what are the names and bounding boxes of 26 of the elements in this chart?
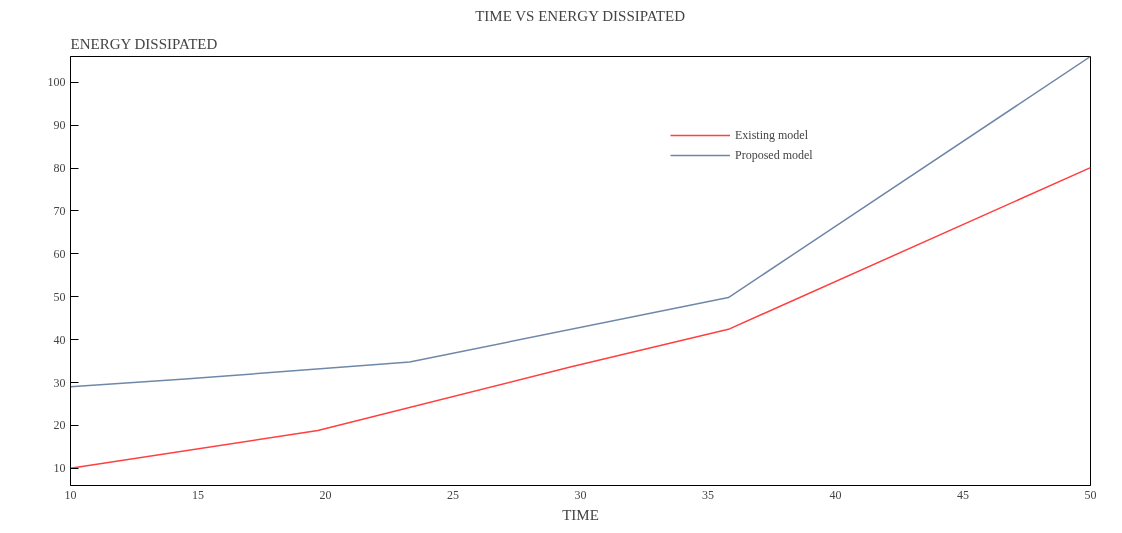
y-tick-label: 50 — [53, 289, 66, 304]
x-tick-label: 50 — [1084, 487, 1097, 502]
y-tick-label: 60 — [53, 246, 66, 261]
y-tick-label: 30 — [53, 375, 66, 390]
line-series — [70, 56, 1091, 388]
y-tick-label: 10 — [53, 461, 66, 476]
y-tick-label: 20 — [53, 418, 66, 433]
y-tick-label: 40 — [53, 332, 66, 347]
legend-label: Existing model — [735, 127, 808, 143]
x-axis-title: TIME — [562, 506, 599, 523]
y-tick-label: 70 — [53, 203, 66, 218]
legend-label: Proposed model — [735, 147, 813, 163]
y-axis-title: ENERGY DISSIPATED — [70, 35, 218, 52]
x-tick-label: 40 — [829, 487, 842, 502]
x-tick-label: 10 — [64, 487, 77, 502]
x-tick-label: 25 — [447, 487, 459, 502]
x-tick-label: 20 — [319, 487, 332, 502]
y-tick-label: 80 — [53, 161, 66, 176]
x-tick-label: 35 — [702, 487, 714, 502]
x-tick-label: 15 — [192, 487, 204, 502]
y-tick-label: 100 — [47, 75, 66, 90]
x-tick-label: 45 — [957, 487, 969, 502]
chart-title: TIME VS ENERGY DISSIPATED — [475, 7, 686, 24]
x-tick-label: 30 — [574, 487, 587, 502]
y-tick-label: 90 — [53, 118, 66, 133]
line-series — [70, 166, 1091, 470]
